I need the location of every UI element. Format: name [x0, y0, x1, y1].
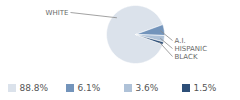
svg-text:6.1%: 6.1%	[78, 83, 101, 93]
svg-text:HISPANIC: HISPANIC	[175, 45, 208, 53]
svg-text:1.5%: 1.5%	[194, 83, 217, 93]
svg-text:WHITE: WHITE	[46, 9, 69, 17]
svg-text:A.I.: A.I.	[175, 37, 186, 45]
svg-text:BLACK: BLACK	[175, 53, 198, 61]
svg-text:88.8%: 88.8%	[20, 83, 49, 93]
svg-text:3.6%: 3.6%	[136, 83, 159, 93]
